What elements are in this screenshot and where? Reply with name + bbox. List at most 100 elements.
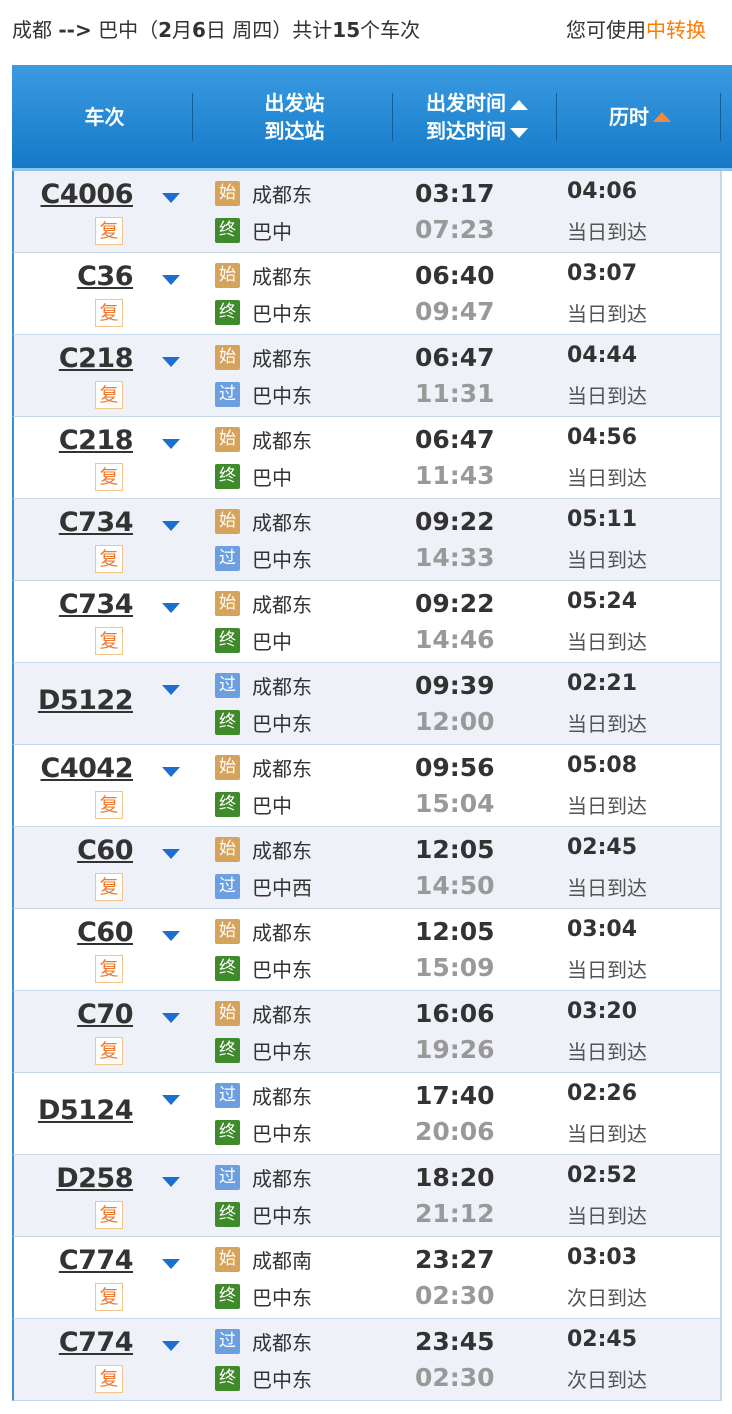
arr-station-header: 到达站 (264, 118, 325, 143)
start-station-icon: 始 (215, 1001, 240, 1026)
duration: 04:56 (567, 425, 638, 450)
dep-time: 17:40 (415, 1081, 495, 1110)
arr-station: 巴中东 (252, 384, 312, 408)
arr-station: 巴中 (252, 466, 292, 490)
duration: 02:21 (567, 671, 638, 696)
train-number-link[interactable]: C774 (58, 1245, 134, 1276)
table-row: C218 复 始成都东终巴中 06:47 11:43 04:56 当日到达 (12, 417, 720, 499)
divider (556, 93, 557, 141)
dep-time: 18:20 (415, 1163, 495, 1192)
month: 2 (158, 18, 172, 42)
sort-arr-time[interactable]: 到达时间 (426, 117, 528, 145)
end-station-icon: 终 (215, 1366, 240, 1391)
fu-badge: 复 (95, 1201, 123, 1229)
train-number-link[interactable]: C4042 (40, 753, 134, 784)
table-row: C4042 复 始成都东终巴中 09:56 15:04 05:08 当日到达 (12, 745, 720, 827)
dep-time: 06:40 (415, 261, 495, 290)
expand-stops-icon[interactable] (162, 1259, 180, 1269)
expand-stops-icon[interactable] (162, 1013, 180, 1023)
start-station-icon: 始 (215, 591, 240, 616)
end-station-icon: 终 (215, 218, 240, 243)
expand-stops-icon[interactable] (162, 1177, 180, 1187)
expand-stops-icon[interactable] (162, 357, 180, 367)
start-station-icon: 始 (215, 427, 240, 452)
end-station-icon: 终 (215, 464, 240, 489)
arr-time: 20:06 (415, 1117, 495, 1146)
expand-stops-icon[interactable] (162, 685, 180, 695)
train-number-link[interactable]: C60 (77, 835, 133, 866)
train-number-link[interactable]: D5124 (37, 1095, 134, 1126)
train-number-link[interactable]: D5122 (37, 685, 134, 716)
search-summary: 成都 --> 巴中（2月6日 周四）共计15个车次 (12, 14, 420, 43)
sort-duration[interactable]: 历时 (560, 65, 720, 168)
arrival-day: 当日到达 (567, 794, 647, 818)
train-number-link[interactable]: C734 (58, 589, 134, 620)
col-time: 出发时间 到达时间 (402, 65, 552, 168)
duration: 05:08 (567, 753, 638, 778)
table-row: C70 复 始成都东终巴中东 16:06 19:26 03:20 当日到达 (12, 991, 720, 1073)
sort-dep-time[interactable]: 出发时间 (426, 89, 528, 117)
dep-station: 成都东 (252, 511, 312, 535)
train-number-link[interactable]: C218 (58, 425, 134, 456)
to-city: 巴中 (98, 18, 139, 42)
arr-time: 02:30 (415, 1281, 495, 1310)
train-number-link[interactable]: D258 (56, 1163, 133, 1194)
dep-station: 成都东 (252, 1331, 312, 1355)
arr-station: 巴中西 (252, 876, 312, 900)
dep-time: 09:56 (415, 753, 495, 782)
expand-stops-icon[interactable] (162, 849, 180, 859)
fu-badge: 复 (95, 791, 123, 819)
fu-badge: 复 (95, 299, 123, 327)
dep-station: 成都东 (252, 839, 312, 863)
expand-stops-icon[interactable] (162, 439, 180, 449)
arr-station: 巴中东 (252, 958, 312, 982)
expand-stops-icon[interactable] (162, 767, 180, 777)
fu-badge: 复 (95, 1283, 123, 1311)
sort-down-icon (510, 127, 528, 138)
arr-time: 11:43 (415, 461, 495, 490)
dep-time: 23:45 (415, 1327, 495, 1356)
duration: 03:04 (567, 917, 638, 942)
train-number-link[interactable]: C218 (58, 343, 134, 374)
fu-badge: 复 (95, 873, 123, 901)
duration: 02:45 (567, 835, 638, 860)
arrival-day: 次日到达 (567, 1368, 647, 1392)
dep-station: 成都东 (252, 429, 312, 453)
arr-time: 21:12 (415, 1199, 495, 1228)
expand-stops-icon[interactable] (162, 275, 180, 285)
expand-stops-icon[interactable] (162, 931, 180, 941)
table-row: D5124 过成都东终巴中东 17:40 20:06 02:26 当日到达 (12, 1073, 720, 1155)
column-divider (720, 171, 722, 1401)
expand-stops-icon[interactable] (162, 521, 180, 531)
table-row: C774 复 始成都南终巴中东 23:27 02:30 03:03 次日到达 (12, 1237, 720, 1319)
train-number-link[interactable]: C60 (77, 917, 133, 948)
train-number-link[interactable]: C36 (77, 261, 133, 292)
paren: （ (138, 18, 159, 42)
expand-stops-icon[interactable] (162, 193, 180, 203)
expand-stops-icon[interactable] (162, 1341, 180, 1351)
arr-station: 巴中东 (252, 302, 312, 326)
dep-station: 成都东 (252, 1167, 312, 1191)
dep-time: 09:22 (415, 507, 495, 536)
fu-badge: 复 (95, 1365, 123, 1393)
arr-station: 巴中东 (252, 1368, 312, 1392)
expand-stops-icon[interactable] (162, 603, 180, 613)
arrival-day: 当日到达 (567, 630, 647, 654)
train-number-link[interactable]: C774 (58, 1327, 134, 1358)
arrival-day: 当日到达 (567, 548, 647, 572)
arr-station: 巴中 (252, 794, 292, 818)
train-number-link[interactable]: C4006 (40, 179, 134, 210)
duration: 04:06 (567, 179, 638, 204)
arr-time: 02:30 (415, 1363, 495, 1392)
pass-station-icon: 过 (215, 546, 240, 571)
train-number-link[interactable]: C734 (58, 507, 134, 538)
table-header: 车次 出发站 到达站 出发时间 到达时间 历时 (12, 65, 732, 171)
sort-up-icon (653, 111, 671, 122)
train-number-link[interactable]: C70 (77, 999, 133, 1030)
table-row: C734 复 始成都东过巴中东 09:22 14:33 05:11 当日到达 (12, 499, 720, 581)
expand-stops-icon[interactable] (162, 1095, 180, 1105)
arrival-day: 当日到达 (567, 712, 647, 736)
fu-badge: 复 (95, 217, 123, 245)
fu-badge: 复 (95, 955, 123, 983)
transfer-link[interactable]: 中转换 (646, 18, 706, 42)
